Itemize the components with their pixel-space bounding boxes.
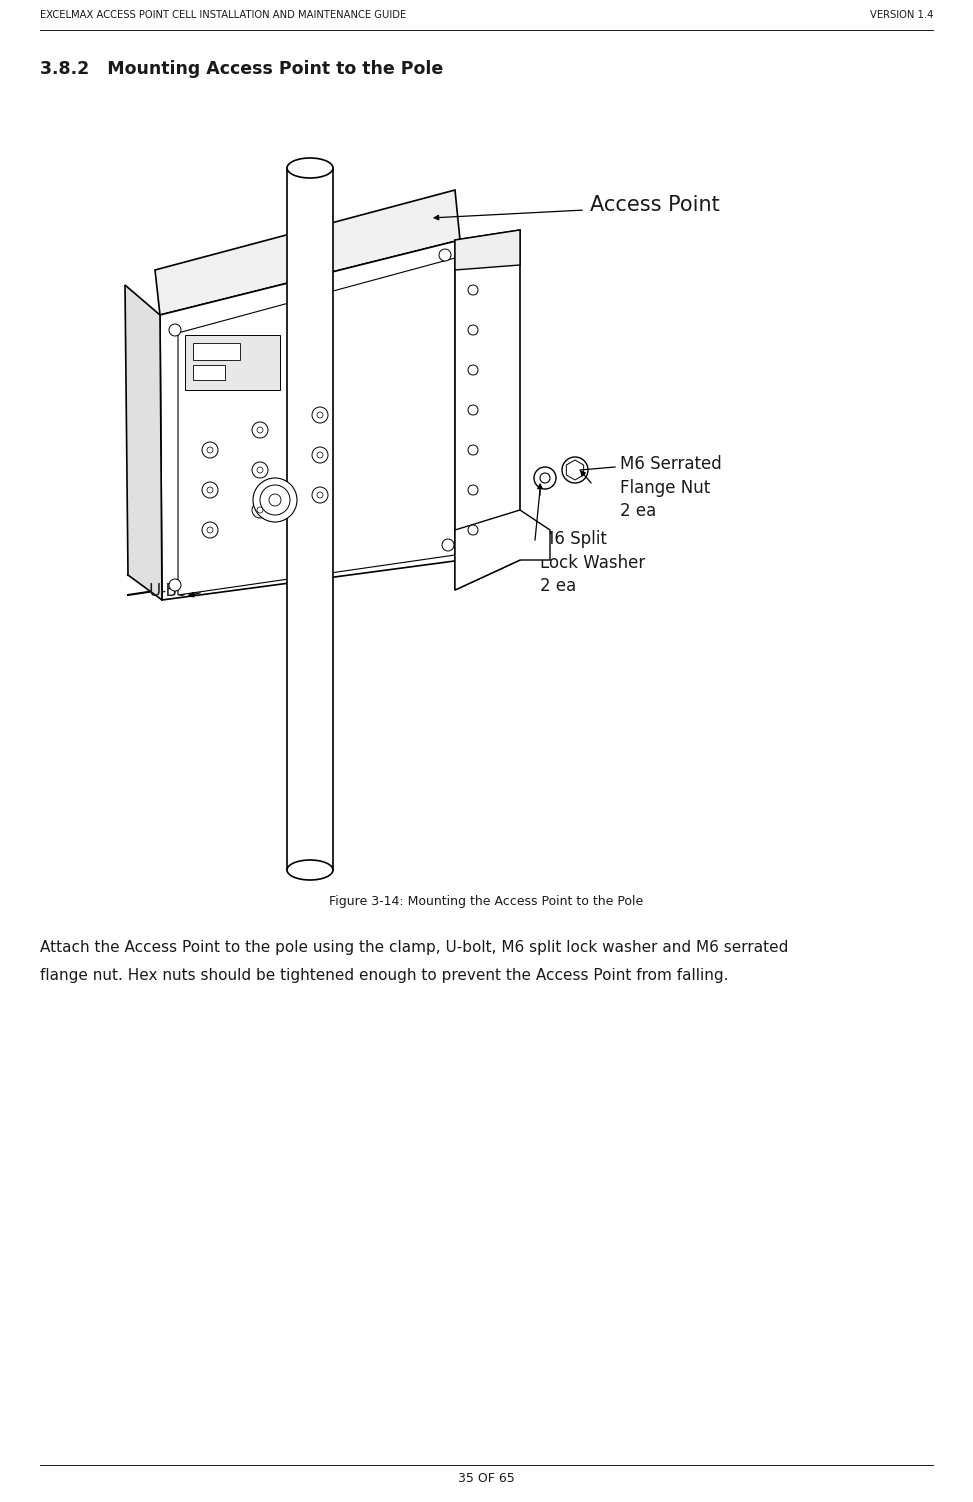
Text: U-Bolt: U-Bolt	[148, 581, 198, 599]
Circle shape	[562, 457, 588, 484]
Text: VERSION 1.4: VERSION 1.4	[870, 11, 933, 20]
Circle shape	[468, 406, 478, 415]
Circle shape	[260, 485, 290, 515]
Circle shape	[317, 452, 323, 458]
Circle shape	[468, 285, 478, 294]
Circle shape	[253, 478, 297, 523]
Circle shape	[468, 526, 478, 535]
Circle shape	[207, 527, 213, 533]
Polygon shape	[125, 285, 162, 599]
Circle shape	[202, 523, 218, 538]
Circle shape	[252, 502, 268, 518]
Circle shape	[534, 467, 556, 490]
Text: M6 Serrated
Flange Nut
2 ea: M6 Serrated Flange Nut 2 ea	[620, 455, 722, 520]
Text: Access Point: Access Point	[590, 195, 720, 215]
Polygon shape	[193, 365, 225, 380]
Circle shape	[257, 508, 263, 514]
Text: Attach the Access Point to the pole using the clamp, U-bolt, M6 split lock washe: Attach the Access Point to the pole usin…	[40, 940, 788, 955]
Text: Figure 3-14: Mounting the Access Point to the Pole: Figure 3-14: Mounting the Access Point t…	[329, 895, 643, 909]
Polygon shape	[178, 258, 455, 595]
Circle shape	[468, 445, 478, 455]
Circle shape	[252, 422, 268, 439]
Circle shape	[312, 448, 328, 463]
Polygon shape	[193, 342, 240, 360]
Circle shape	[312, 407, 328, 424]
Circle shape	[207, 487, 213, 493]
Circle shape	[540, 473, 550, 484]
Circle shape	[317, 412, 323, 418]
Polygon shape	[287, 168, 333, 870]
Circle shape	[317, 493, 323, 499]
Circle shape	[269, 494, 281, 506]
Circle shape	[207, 448, 213, 454]
Ellipse shape	[287, 861, 333, 880]
Text: 35 OF 65: 35 OF 65	[457, 1472, 515, 1485]
Circle shape	[468, 365, 478, 376]
Circle shape	[252, 463, 268, 478]
Text: EXCELMAX ACCESS POINT CELL INSTALLATION AND MAINTENANCE GUIDE: EXCELMAX ACCESS POINT CELL INSTALLATION …	[40, 11, 407, 20]
Polygon shape	[160, 240, 462, 599]
Text: 3.8.2   Mounting Access Point to the Pole: 3.8.2 Mounting Access Point to the Pole	[40, 60, 444, 78]
Circle shape	[569, 464, 581, 476]
Polygon shape	[185, 335, 280, 391]
Circle shape	[257, 467, 263, 473]
Circle shape	[257, 427, 263, 433]
Circle shape	[169, 578, 181, 590]
Polygon shape	[155, 189, 460, 315]
Text: flange nut. Hex nuts should be tightened enough to prevent the Access Point from: flange nut. Hex nuts should be tightened…	[40, 967, 729, 982]
Circle shape	[468, 324, 478, 335]
Circle shape	[439, 249, 451, 261]
Ellipse shape	[287, 158, 333, 179]
Circle shape	[202, 442, 218, 458]
Polygon shape	[455, 511, 550, 590]
Circle shape	[312, 487, 328, 503]
Polygon shape	[455, 230, 520, 590]
Circle shape	[169, 324, 181, 336]
Circle shape	[468, 485, 478, 496]
Circle shape	[202, 482, 218, 499]
Text: M6 Split
Lock Washer
2 ea: M6 Split Lock Washer 2 ea	[540, 530, 645, 595]
Circle shape	[442, 539, 454, 551]
Polygon shape	[455, 230, 520, 270]
Polygon shape	[566, 460, 584, 481]
